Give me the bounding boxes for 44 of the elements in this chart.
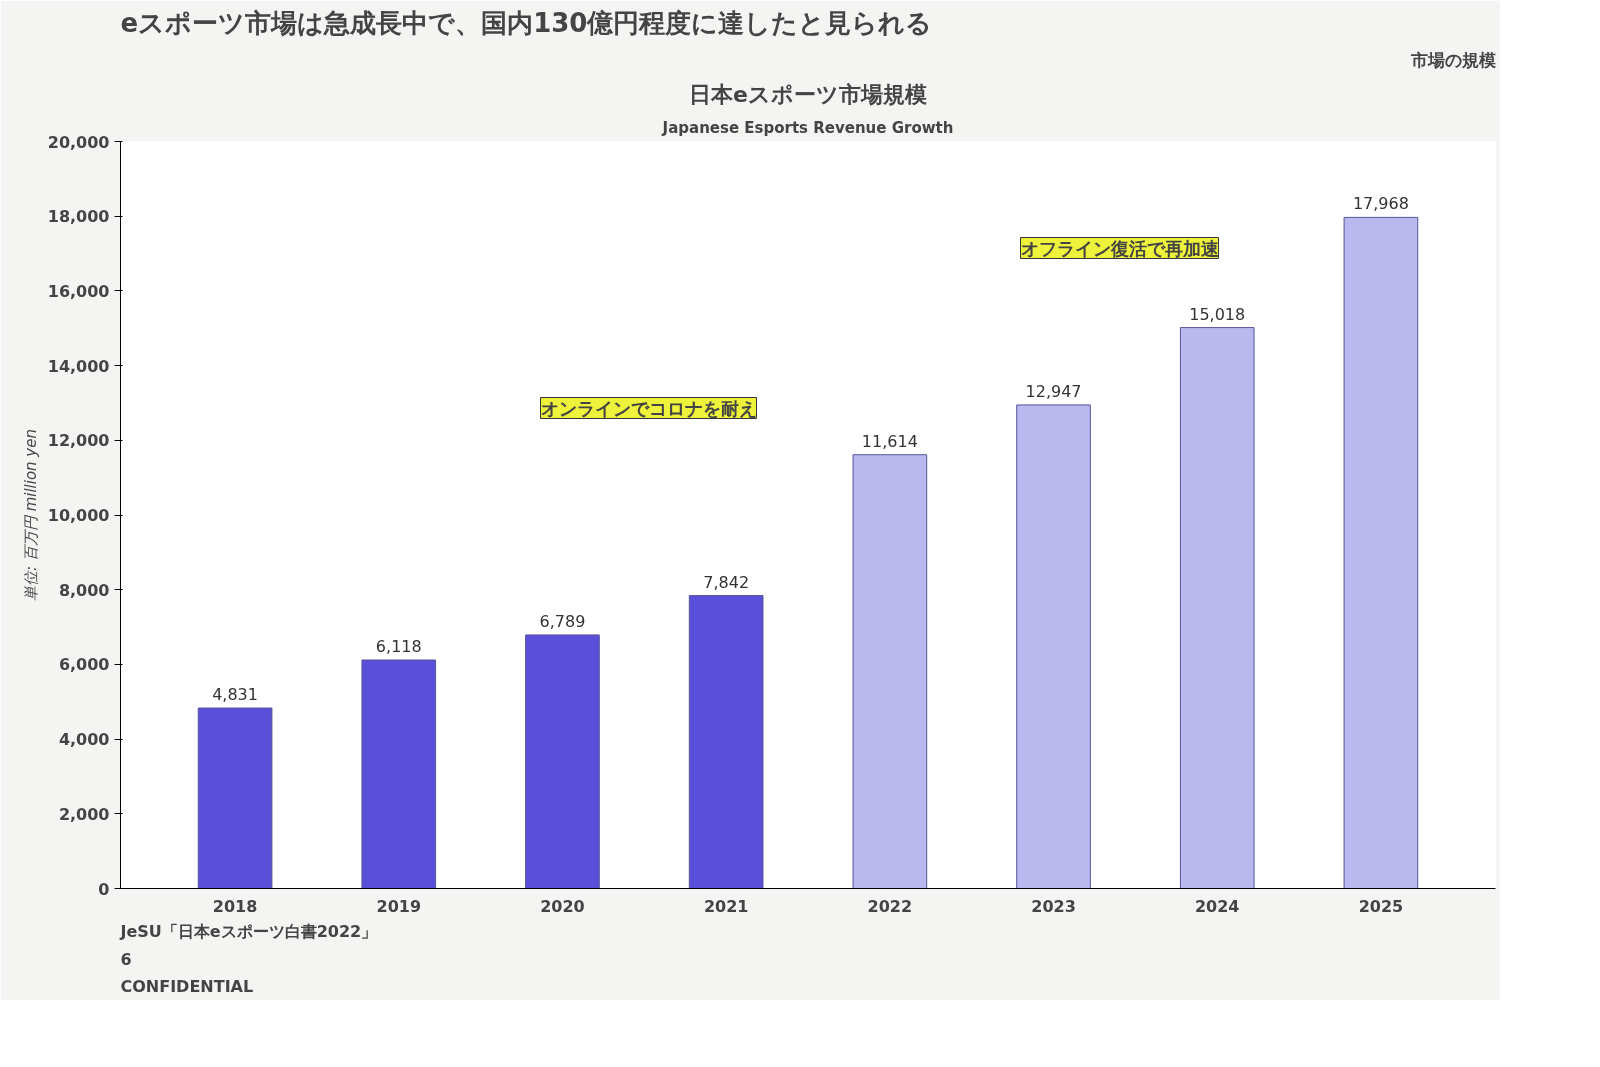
y-tick-label: 18,000 — [47, 207, 110, 227]
x-tick-label: 2024 — [1194, 896, 1240, 916]
data-label: 11,614 — [861, 431, 918, 451]
annotation: オンラインでコロナを耐え — [540, 397, 757, 419]
bar — [197, 707, 273, 889]
y-tick-label: 16,000 — [47, 281, 110, 301]
x-tick-label: 2018 — [212, 896, 258, 916]
y-tick-label: 6,000 — [58, 655, 110, 675]
bar — [361, 659, 437, 889]
text: Japanese Esports Revenue Growth — [661, 118, 954, 137]
y-tick-label: 14,000 — [47, 356, 110, 376]
bar — [1343, 216, 1419, 889]
x-tick-label: 2019 — [376, 896, 422, 916]
chart-subtitle: 日本eスポーツ市場規模 — [689, 81, 927, 107]
x-tick-label: 2020 — [540, 896, 585, 916]
text: JeSU「日本eスポーツ白書2022」 — [119, 921, 378, 941]
data-label: 4,831 — [212, 685, 258, 705]
bar — [1179, 327, 1255, 889]
bar — [525, 634, 600, 889]
bar — [1016, 404, 1091, 889]
data-label: 15,018 — [1189, 304, 1246, 324]
y-axis-title: 単位: 百万円 million yen — [21, 429, 40, 601]
data-label: 6,789 — [539, 611, 586, 631]
x-tick-label: 2022 — [867, 896, 913, 916]
x-tick-label: 2023 — [1031, 896, 1076, 916]
text: 6 — [120, 949, 132, 969]
chart-title: eスポーツ市場は急成長中で、国内130億円程度に達したと見られる — [120, 7, 933, 38]
y-tick-label: 20,000 — [47, 132, 110, 152]
data-label: 7,842 — [703, 572, 750, 592]
y-tick-label: 4,000 — [58, 730, 110, 750]
y-tick-label: 8,000 — [58, 580, 110, 600]
y-tick-label: 10,000 — [47, 506, 110, 525]
text: 市場の規模 — [1409, 49, 1496, 70]
y-tick-label: 12,000 — [47, 431, 110, 451]
data-label: 12,947 — [1025, 381, 1082, 401]
bar — [852, 454, 928, 889]
y-tick-label: 2,000 — [58, 804, 110, 824]
data-label: 17,968 — [1352, 194, 1409, 214]
text: CONFIDENTIAL — [120, 976, 254, 996]
y-tick-label: 0 — [98, 879, 110, 899]
data-label: 6,118 — [375, 636, 422, 656]
x-tick-label: 2021 — [703, 896, 749, 916]
x-tick-label: 2025 — [1358, 896, 1404, 916]
bar — [688, 595, 764, 889]
